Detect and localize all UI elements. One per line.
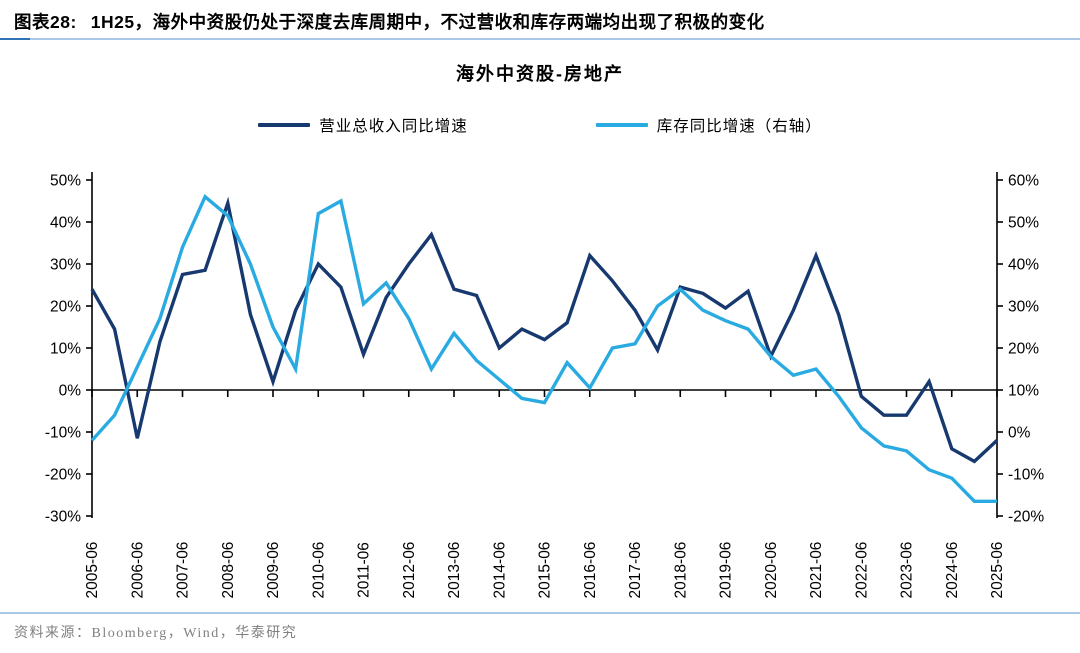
x-axis-label: 2008-06	[220, 542, 237, 599]
x-axis-label: 2011-06	[356, 542, 373, 598]
left-axis-label: -20%	[45, 467, 81, 484]
right-axis-label: 40%	[1008, 257, 1039, 274]
left-axis-label: 0%	[59, 383, 82, 400]
right-axis-label: -10%	[1008, 467, 1044, 484]
x-axis-label: 2020-06	[763, 542, 780, 599]
right-axis-label: 60%	[1008, 173, 1039, 190]
left-axis-label: 30%	[50, 257, 81, 274]
x-axis-label: 2018-06	[672, 542, 689, 599]
right-axis-label: -20%	[1008, 509, 1044, 526]
x-axis-label: 2022-06	[853, 542, 870, 599]
x-axis-label: 2021-06	[808, 542, 825, 599]
chart-legend: 营业总收入同比增速 库存同比增速（右轴）	[0, 114, 1080, 136]
inventory-line-swatch	[595, 123, 648, 127]
left-axis-label: -30%	[45, 509, 81, 526]
x-axis-label: 2015-06	[537, 542, 554, 599]
x-axis-label: 2005-06	[84, 542, 101, 599]
right-axis-label: 20%	[1008, 341, 1039, 358]
x-axis-label: 2025-06	[989, 542, 1006, 599]
left-axis-label: -10%	[45, 425, 81, 442]
right-axis-label: 50%	[1008, 215, 1039, 232]
revenue-line	[90, 196, 999, 464]
header-divider	[0, 38, 1080, 40]
x-axis-label: 2023-06	[899, 542, 916, 599]
legend-item-inventory: 库存同比增速（右轴）	[595, 114, 822, 136]
x-axis-label: 2024-06	[944, 542, 961, 599]
footer-divider	[0, 612, 1080, 614]
figure-header: 图表28: 1H25，海外中资股仍处于深度去库周期中，不过营收和库存两端均出现了积…	[14, 9, 1070, 34]
x-axis-label: 2014-06	[491, 542, 508, 599]
legend-label-inventory: 库存同比增速（右轴）	[656, 118, 822, 135]
right-axis-label: 0%	[1008, 425, 1031, 442]
x-axis-label: 2010-06	[310, 542, 327, 599]
x-axis-label: 2007-06	[175, 542, 192, 599]
header-divider-accent	[0, 38, 30, 40]
inventory-line	[90, 194, 997, 503]
x-axis-label: 2006-06	[129, 542, 146, 599]
right-axis-label: 10%	[1008, 383, 1039, 400]
figure-label: 图表28:	[14, 12, 77, 32]
left-axis-label: 40%	[50, 215, 81, 232]
x-axis-label: 2012-06	[401, 542, 418, 599]
x-axis-label: 2017-06	[627, 542, 644, 599]
left-axis-label: 10%	[50, 341, 81, 358]
legend-label-revenue: 营业总收入同比增速	[319, 118, 468, 135]
right-axis-label: 30%	[1008, 299, 1039, 316]
legend-item-revenue: 营业总收入同比增速	[258, 114, 468, 136]
left-axis-label: 50%	[50, 173, 81, 190]
chart-title: 海外中资股-房地产	[456, 64, 624, 84]
x-axis-label: 2016-06	[582, 542, 599, 599]
x-axis-label: 2019-06	[718, 542, 735, 599]
x-axis-label: 2013-06	[446, 542, 463, 599]
revenue-line-swatch	[258, 123, 311, 127]
x-axis-label: 2009-06	[265, 542, 282, 599]
source-text: 资料来源：Bloomberg，Wind，华泰研究	[14, 626, 298, 641]
figure-title: 1H25，海外中资股仍处于深度去库周期中，不过营收和库存两端均出现了积极的变化	[90, 12, 765, 32]
left-axis-label: 20%	[50, 299, 81, 316]
